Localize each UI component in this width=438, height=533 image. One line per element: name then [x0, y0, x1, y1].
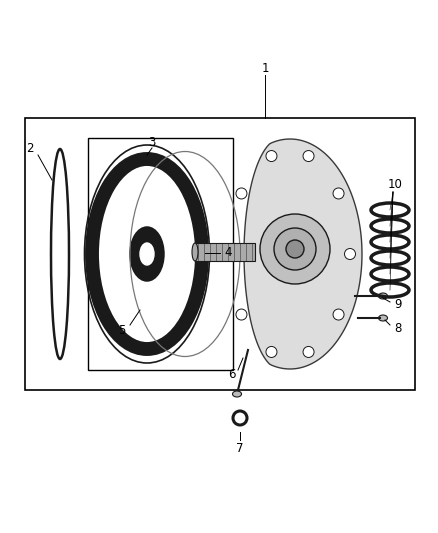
Circle shape [345, 248, 356, 260]
Circle shape [266, 150, 277, 161]
Ellipse shape [378, 293, 388, 299]
Circle shape [225, 248, 236, 260]
Ellipse shape [233, 391, 241, 397]
Text: 1: 1 [261, 61, 269, 75]
Circle shape [236, 309, 247, 320]
Circle shape [303, 150, 314, 161]
Circle shape [303, 346, 314, 358]
Ellipse shape [140, 243, 154, 265]
Text: 5: 5 [118, 324, 126, 336]
Text: 9: 9 [394, 298, 402, 311]
Bar [25, 118, 415, 390]
Circle shape [333, 188, 344, 199]
Circle shape [266, 346, 277, 358]
Text: 7: 7 [236, 441, 244, 455]
Ellipse shape [286, 240, 304, 258]
Text: 10: 10 [388, 179, 403, 191]
Circle shape [236, 188, 247, 199]
Ellipse shape [260, 214, 330, 284]
Text: 8: 8 [394, 321, 402, 335]
Bar [195, 243, 255, 261]
Polygon shape [244, 139, 362, 369]
Text: 6: 6 [228, 368, 236, 382]
Ellipse shape [274, 228, 316, 270]
Ellipse shape [131, 228, 163, 280]
Text: 4: 4 [224, 246, 232, 260]
Circle shape [333, 309, 344, 320]
Text: 3: 3 [148, 135, 155, 149]
Ellipse shape [192, 243, 198, 261]
Bar [88, 138, 233, 370]
Text: 2: 2 [26, 141, 34, 155]
Ellipse shape [378, 315, 388, 321]
